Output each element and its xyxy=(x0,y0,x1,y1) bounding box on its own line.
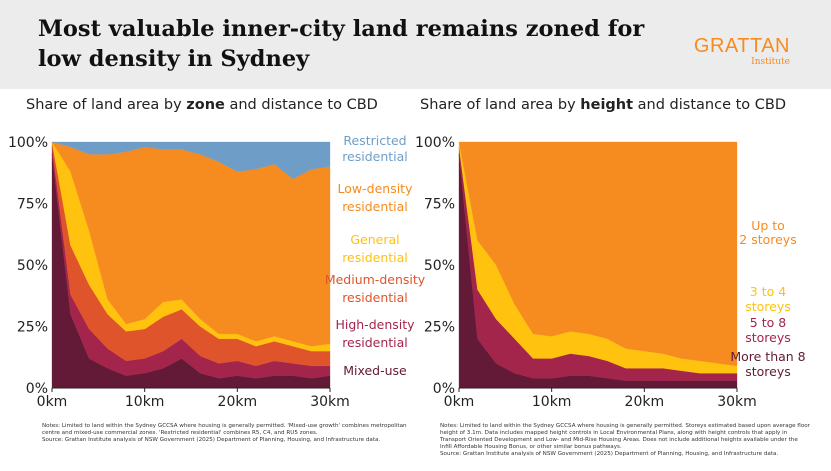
left-legend-label-line: residential xyxy=(342,290,408,305)
left-y-tick-label: 0% xyxy=(26,381,48,397)
right-legend-label-line: storeys xyxy=(745,330,791,345)
left-subtitle-post: and distance to CBD xyxy=(224,97,378,113)
left-legend-low-density-residential: Low-density residential xyxy=(338,181,414,214)
right-legend-label-line: 2 storeys xyxy=(739,232,796,247)
left-legend-label-line: Restricted xyxy=(343,133,406,148)
right-subtitle-post: and distance to CBD xyxy=(633,97,787,113)
left-legend-label-line: Mixed-use xyxy=(343,363,407,378)
left-source-text: Source: Grattan Institute analysis of NS… xyxy=(42,437,381,443)
left-subtitle-pre: Share of land area by xyxy=(26,97,187,113)
logo-wordmark: GRATTAN xyxy=(693,35,790,57)
right-legend-label-line: More than 8 xyxy=(730,349,805,364)
right-legend-label-line: storeys xyxy=(745,364,791,379)
right-legend-up-to-2-storeys: Up to2 storeys xyxy=(739,218,796,247)
right-source-text: Source: Grattan Institute analysis of NS… xyxy=(440,451,779,457)
left-legend-label-line: residential xyxy=(342,199,408,214)
left-legend-label-line: residential xyxy=(342,149,408,164)
right-chart-subtitle: Share of land area by height and distanc… xyxy=(420,97,786,113)
left-x-tick-label: 20km xyxy=(218,394,258,410)
right-y-tick-label: 100% xyxy=(415,135,455,151)
left-legend-label-line: residential xyxy=(342,335,408,350)
right-legend-label-line: storeys xyxy=(745,299,791,314)
left-legend-medium-density-residential: Medium-density residential xyxy=(325,272,426,305)
left-x-tick-label: 10km xyxy=(125,394,165,410)
left-legend-general-residential: General residential xyxy=(342,232,408,265)
right-y-tick-label: 0% xyxy=(433,381,455,397)
right-area-up-to-2-storeys xyxy=(458,141,738,367)
logo-subtitle: Institute xyxy=(751,57,790,67)
left-chart-notes: Notes: Limited to land within the Sydney… xyxy=(42,423,407,444)
left-notes-text: Notes: Limited to land within the Sydney… xyxy=(42,423,407,436)
left-area-restricted-residential xyxy=(51,141,331,180)
right-x-tick-label: 30km xyxy=(717,394,757,410)
left-chart-subtitle: Share of land area by zone and distance … xyxy=(26,97,378,113)
left-x-tick-label: 30km xyxy=(310,394,350,410)
right-legend-label-line: 5 to 8 xyxy=(750,315,786,330)
right-x-tick-label: 0km xyxy=(444,394,475,410)
left-y-tick-label: 50% xyxy=(17,258,48,274)
left-y-tick-label: 100% xyxy=(8,135,48,151)
left-legend-label-line: residential xyxy=(342,250,408,265)
page-title: Most valuable inner-city land remains zo… xyxy=(38,16,645,72)
header-bar: Most valuable inner-city land remains zo… xyxy=(0,0,831,89)
left-x-tick-label: 0km xyxy=(37,394,68,410)
left-y-tick-label: 75% xyxy=(17,197,48,213)
left-legend-label-line: Medium-density xyxy=(325,272,426,287)
right-y-tick-label: 50% xyxy=(424,258,455,274)
right-legend-label-line: Up to xyxy=(751,218,785,233)
left-legend-label-line: High-density xyxy=(335,317,415,332)
right-legend-label-line: 3 to 4 xyxy=(750,284,786,299)
left-y-tick-label: 25% xyxy=(17,320,48,336)
right-y-tick-label: 75% xyxy=(424,197,455,213)
left-subtitle-bold: zone xyxy=(186,97,225,113)
left-legend-label-line: Low-density xyxy=(338,181,414,196)
right-x-tick-label: 20km xyxy=(625,394,665,410)
left-legend-mixed-use: Mixed-use xyxy=(343,363,407,378)
right-chart-notes: Notes: Limited to land within the Sydney… xyxy=(440,423,810,458)
right-notes-text: Notes: Limited to land within the Sydney… xyxy=(440,423,810,450)
right-y-tick-label: 25% xyxy=(424,320,455,336)
right-subtitle-bold: height xyxy=(580,97,634,113)
left-legend-high-density-residential: High-density residential xyxy=(335,317,415,350)
left-legend-label-line: General xyxy=(350,232,399,247)
right-x-tick-label: 10km xyxy=(532,394,572,410)
right-subtitle-pre: Share of land area by xyxy=(420,97,581,113)
grattan-logo: GRATTAN Institute xyxy=(690,36,790,68)
